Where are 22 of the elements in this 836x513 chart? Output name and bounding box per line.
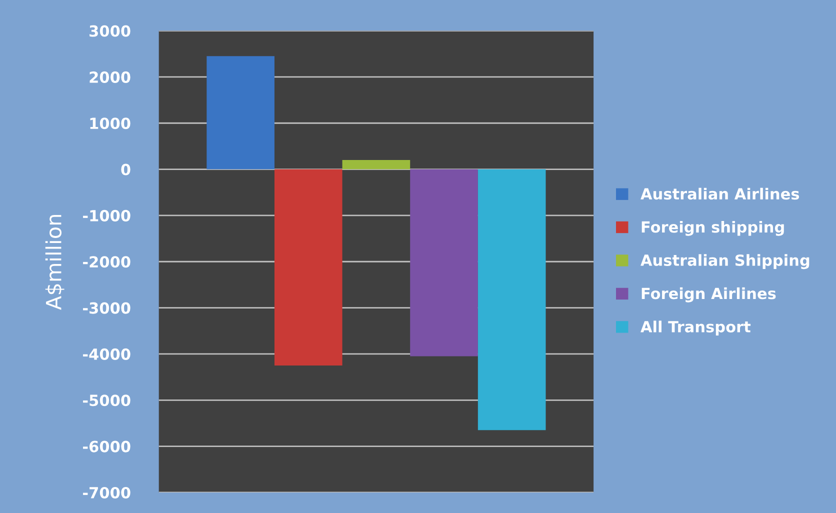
y-tick-label: -3000 bbox=[83, 302, 130, 314]
y-tick-label: -4000 bbox=[83, 348, 130, 360]
y-tick-label: -5000 bbox=[83, 394, 130, 406]
legend-label: Foreign shipping bbox=[642, 220, 784, 236]
y-tick-label: 1000 bbox=[90, 118, 130, 130]
y-tick-label: -7000 bbox=[83, 486, 130, 498]
legend-label: All Transport bbox=[640, 320, 751, 336]
y-tick-label: -1000 bbox=[83, 210, 130, 222]
legend-label: Australian Shipping bbox=[640, 254, 810, 270]
bar bbox=[478, 169, 546, 430]
legend-label: Australian Airlines bbox=[640, 188, 800, 200]
bar bbox=[274, 169, 342, 366]
bar bbox=[206, 56, 274, 170]
y-tick-label: 2000 bbox=[90, 71, 130, 83]
y-tick-label: 0 bbox=[121, 164, 130, 176]
bar bbox=[410, 169, 478, 356]
y-tick-label: 3000 bbox=[90, 25, 130, 37]
y-tick-label: -2000 bbox=[83, 256, 130, 268]
y-tick-label: -6000 bbox=[83, 440, 130, 452]
legend-label: Foreign Airlines bbox=[642, 287, 776, 302]
y-axis-title: A$million bbox=[45, 214, 64, 310]
bar bbox=[342, 160, 410, 170]
